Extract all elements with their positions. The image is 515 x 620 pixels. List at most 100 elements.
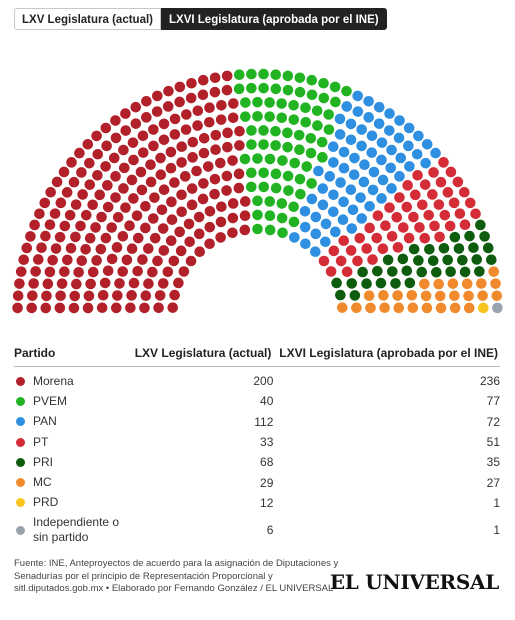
seat-pt <box>470 208 481 220</box>
lxvi-seats: 77 <box>486 394 500 409</box>
seat-pvem <box>252 223 263 235</box>
seat-morena <box>153 302 164 314</box>
seat-morena <box>239 210 251 221</box>
seat-pan <box>289 232 300 243</box>
seat-morena <box>140 290 152 301</box>
seat-mc <box>491 290 503 302</box>
seat-morena <box>141 95 152 107</box>
seat-pan <box>310 211 322 223</box>
seat-mc <box>392 290 403 301</box>
seat-morena <box>176 157 187 168</box>
seat-pt <box>442 187 454 198</box>
seat-mc <box>407 302 419 314</box>
seat-morena <box>130 118 142 129</box>
seat-pan <box>359 159 370 171</box>
seat-pvem <box>301 161 313 172</box>
seat-morena <box>80 244 91 255</box>
seat-morena <box>186 77 197 89</box>
seat-morena <box>162 266 174 278</box>
seat-morena <box>184 236 195 248</box>
seat-morena <box>197 89 209 101</box>
seat-pri <box>401 265 413 277</box>
seat-pan <box>347 204 359 216</box>
seat-morena <box>132 232 144 244</box>
seat-mc <box>449 290 460 302</box>
seat-pan <box>338 162 350 174</box>
seat-pvem <box>300 102 311 113</box>
seat-morena <box>174 96 185 108</box>
seat-mc <box>336 302 348 313</box>
table-row: PRD 12 1 <box>14 493 500 513</box>
lxvi-seats: 72 <box>486 414 500 429</box>
seat-pvem <box>264 224 276 236</box>
seat-morena <box>28 278 39 289</box>
seat-morena <box>204 205 216 217</box>
seat-morena <box>126 174 138 186</box>
seat-morena <box>149 192 160 203</box>
seat-morena <box>234 140 245 151</box>
seat-pvem <box>294 144 305 156</box>
seat-morena <box>136 184 148 196</box>
lxvi-seats: 51 <box>486 435 500 450</box>
party-seats-table: Partido LXV Legislatura (actual) LXVI Le… <box>14 346 500 547</box>
seat-mc <box>490 278 501 289</box>
seat-pri <box>438 242 450 254</box>
seat-morena <box>118 183 129 194</box>
seat-pan <box>356 213 368 224</box>
seat-pt <box>401 201 413 213</box>
seat-morena <box>65 242 77 254</box>
seat-morena <box>15 266 27 277</box>
seat-pvem <box>246 167 257 179</box>
seat-morena <box>36 242 47 253</box>
party-name: Morena <box>33 373 74 388</box>
seat-pvem <box>246 82 257 94</box>
seat-pan <box>345 118 357 130</box>
seat-morena <box>54 302 66 314</box>
lxvi-seats: 1 <box>493 495 500 510</box>
seat-pri <box>397 253 409 265</box>
seat-pri <box>408 243 420 255</box>
seat-pt <box>439 209 451 221</box>
seat-morena <box>12 290 24 302</box>
seat-pt <box>386 230 398 242</box>
seat-morena <box>143 278 154 290</box>
table-row: PAN 112 72 <box>14 412 500 432</box>
seat-morena <box>158 134 170 146</box>
seat-pri <box>468 242 479 253</box>
seat-pvem <box>305 147 317 159</box>
seat-pri <box>375 277 387 289</box>
seat-pvem <box>270 182 282 194</box>
seat-pt <box>364 222 375 234</box>
seat-morena <box>145 176 157 188</box>
seat-morena <box>56 278 68 289</box>
seat-pan <box>411 148 423 160</box>
seat-pan <box>394 115 405 126</box>
seat-morena <box>143 243 154 254</box>
seat-mc <box>433 278 444 290</box>
seat-morena <box>198 132 210 144</box>
seat-morena <box>234 125 245 137</box>
tab-lxv-legislatura[interactable]: LXV Legislatura (actual) <box>14 8 162 30</box>
tab-lxvi-legislatura[interactable]: LXVI Legislatura (aprobada por el INE) <box>161 8 387 30</box>
seat-morena <box>47 254 58 266</box>
seat-morena <box>203 116 215 128</box>
seat-pvem <box>277 155 288 166</box>
seat-morena <box>185 92 197 104</box>
seat-pvem <box>239 153 251 165</box>
seat-pvem <box>288 201 299 213</box>
seat-morena <box>169 177 180 188</box>
seat-pan <box>320 218 332 230</box>
seat-morena <box>157 278 169 289</box>
seat-morena <box>62 254 73 266</box>
seat-pri <box>482 242 494 254</box>
seat-pan <box>346 223 358 234</box>
seat-pt <box>345 245 357 256</box>
party-color-dot <box>16 437 25 447</box>
seat-pvem <box>300 116 312 128</box>
seat-pvem <box>288 114 300 125</box>
seat-morena <box>41 290 52 302</box>
seat-morena <box>110 302 122 314</box>
seat-morena <box>77 189 88 200</box>
seat-pan <box>348 169 360 181</box>
seat-morena <box>102 180 113 191</box>
